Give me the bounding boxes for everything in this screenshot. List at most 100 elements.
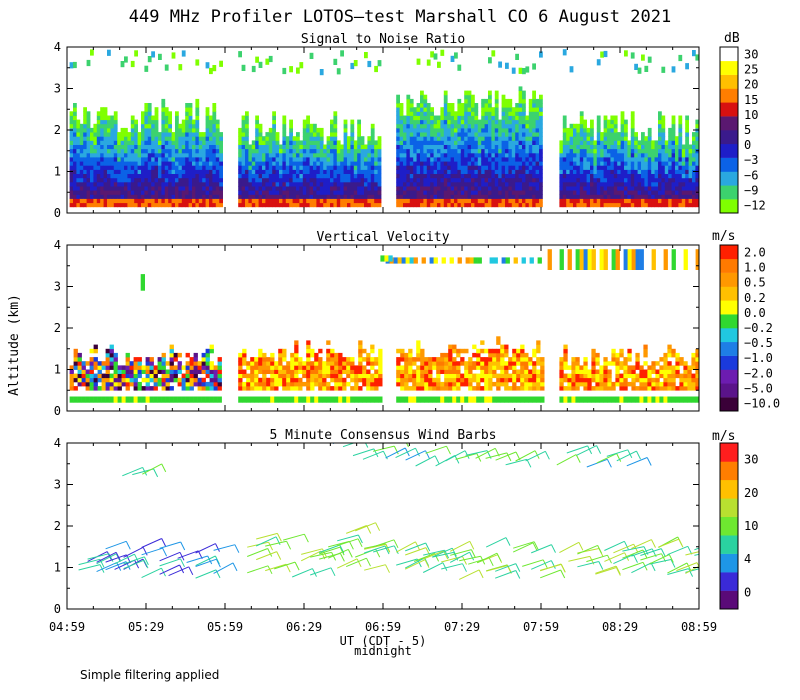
vv-cell: [619, 365, 624, 370]
snr-cell: [323, 161, 327, 166]
vv-cell: [141, 386, 146, 391]
snr-cell: [511, 169, 516, 174]
snr-cell: [532, 115, 536, 121]
snr-cell: [120, 144, 125, 150]
vv-cell: [246, 365, 251, 370]
snr-cell: [73, 107, 77, 112]
snr-cell: [120, 157, 125, 162]
vv-cell: [165, 369, 170, 374]
vv-cell: [424, 377, 429, 383]
snr-cell: [158, 152, 162, 158]
vv-cell: [583, 381, 588, 387]
vv-cell: [282, 373, 287, 379]
snr-cell: [443, 181, 448, 187]
vv-cell: [274, 373, 279, 379]
snr-cell: [144, 157, 149, 162]
snr-cell: [326, 161, 331, 166]
snr-cell: [113, 181, 118, 187]
snr-cell: [416, 119, 421, 125]
snr-cell: [579, 111, 584, 116]
vv-cell: [587, 396, 592, 403]
snr-cell: [603, 140, 608, 145]
snr-cell: [511, 119, 516, 125]
vv-cell: [173, 377, 178, 383]
vv-cell: [436, 386, 441, 391]
snr-cell: [430, 194, 434, 199]
snr-cell: [76, 119, 81, 125]
vv-cell: [583, 365, 588, 370]
snr-cell: [406, 181, 411, 187]
vv-cell: [318, 365, 323, 370]
snr-cell: [426, 181, 431, 187]
snr-cell: [323, 198, 327, 204]
snr-cell: [528, 132, 533, 137]
vv-cell: [266, 361, 271, 366]
snr-cell: [107, 190, 111, 195]
vv-cell: [334, 369, 339, 374]
vv-cell: [266, 396, 271, 403]
vv-cell: [73, 357, 78, 362]
snr-cell: [416, 157, 421, 162]
vv-cell: [520, 377, 525, 383]
snr-cell: [268, 152, 273, 158]
snr-cell: [440, 127, 445, 133]
snr-cell: [90, 186, 94, 191]
snr-cell: [535, 186, 540, 191]
snr-cell: [474, 140, 479, 145]
vv-cell: [504, 369, 509, 374]
snr-cell: [168, 173, 172, 179]
snr-cell: [296, 67, 300, 74]
snr-cell: [464, 132, 468, 137]
vv-cell: [575, 386, 580, 391]
snr-cell: [671, 123, 676, 129]
snr-cell: [76, 152, 81, 158]
vv-cell: [516, 352, 521, 358]
vv-cell: [366, 381, 371, 387]
snr-cell: [147, 152, 152, 158]
snr-cell: [141, 111, 145, 116]
snr-cell: [651, 177, 655, 183]
snr-cell: [248, 202, 253, 208]
snr-cell: [440, 119, 445, 125]
vv-cell: [587, 381, 592, 387]
vv-cell: [97, 369, 102, 374]
vv-cell: [496, 352, 501, 358]
snr-cell: [518, 136, 523, 141]
vv-cell: [310, 373, 315, 379]
vv-cell: [290, 381, 295, 387]
snr-cell: [460, 186, 465, 191]
vv-cell: [631, 373, 636, 379]
vv-cell: [294, 369, 299, 374]
snr-cell: [481, 123, 485, 129]
vv-cell: [603, 377, 608, 383]
vv-cell: [169, 361, 174, 366]
snr-cell: [654, 177, 659, 183]
snr-cell: [350, 119, 355, 125]
snr-cell: [292, 202, 297, 208]
snr-cell: [413, 119, 417, 125]
vv-cell: [105, 386, 110, 391]
vv-cell: [358, 396, 363, 403]
snr-cell: [198, 181, 203, 187]
snr-cell: [399, 148, 404, 154]
snr-cell: [357, 123, 361, 129]
vv-cell: [444, 377, 449, 383]
vv-cell: [109, 377, 114, 383]
snr-cell: [86, 127, 91, 133]
snr-cell: [644, 198, 649, 204]
snr-cell: [403, 132, 407, 137]
snr-cell: [302, 127, 307, 133]
snr-cell: [360, 186, 365, 191]
snr-cell: [69, 198, 74, 204]
snr-cell: [79, 177, 84, 183]
snr-cell: [164, 132, 169, 137]
snr-cell: [467, 194, 472, 199]
snr-cell: [198, 144, 203, 150]
snr-cell: [113, 132, 118, 137]
snr-cell: [688, 202, 693, 208]
snr-cell: [430, 190, 434, 195]
snr-cell: [158, 148, 162, 154]
snr-cell: [124, 186, 128, 191]
vv-cell: [575, 381, 580, 387]
snr-cell: [275, 152, 280, 158]
